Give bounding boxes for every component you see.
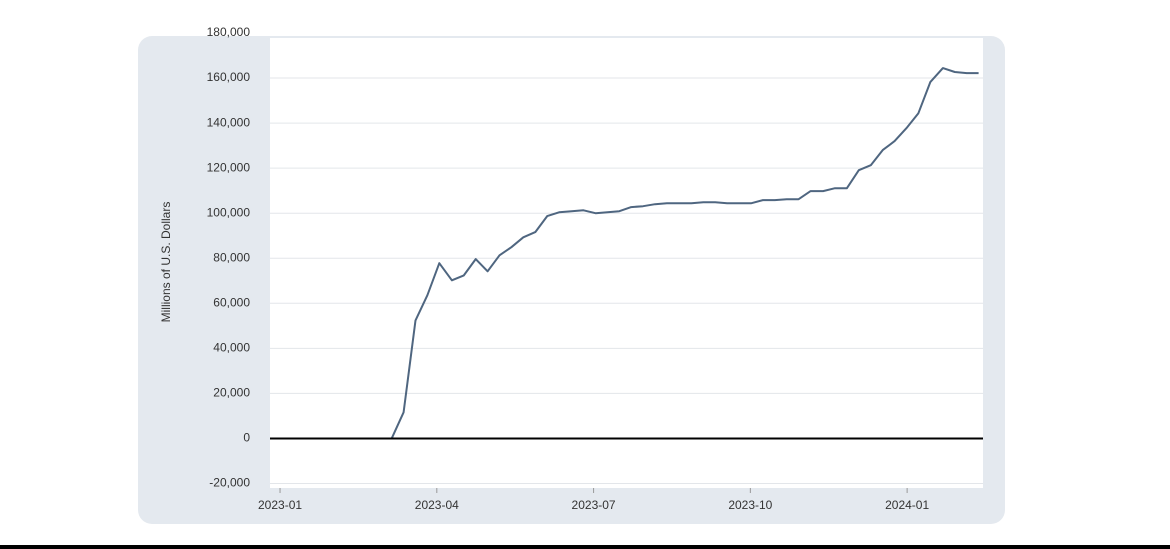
y-tick-label: 40,000 (213, 341, 250, 355)
y-tick-label: 100,000 (207, 205, 251, 219)
y-tick-label: 80,000 (213, 250, 250, 264)
y-tick-label: 120,000 (207, 160, 251, 174)
x-tick-label: 2023-10 (728, 498, 772, 512)
x-tick-label: 2024-01 (885, 498, 929, 512)
x-tick-label: 2023-04 (415, 498, 459, 512)
y-tick-label: 0 (243, 431, 250, 445)
x-tick-label: 2023-01 (258, 498, 302, 512)
y-tick-label: 20,000 (213, 386, 250, 400)
y-tick-label: 180,000 (207, 25, 251, 39)
y-tick-label: 140,000 (207, 115, 251, 129)
y-tick-label: 60,000 (213, 295, 250, 309)
y-tick-label: -20,000 (209, 476, 250, 490)
plot-area (270, 38, 983, 488)
data-line (390, 67, 979, 439)
x-tick-label: 2023-07 (572, 498, 616, 512)
bottom-bar (0, 545, 1170, 549)
y-tick-label: 160,000 (207, 70, 251, 84)
y-axis-label: Millions of U.S. Dollars (159, 202, 173, 323)
